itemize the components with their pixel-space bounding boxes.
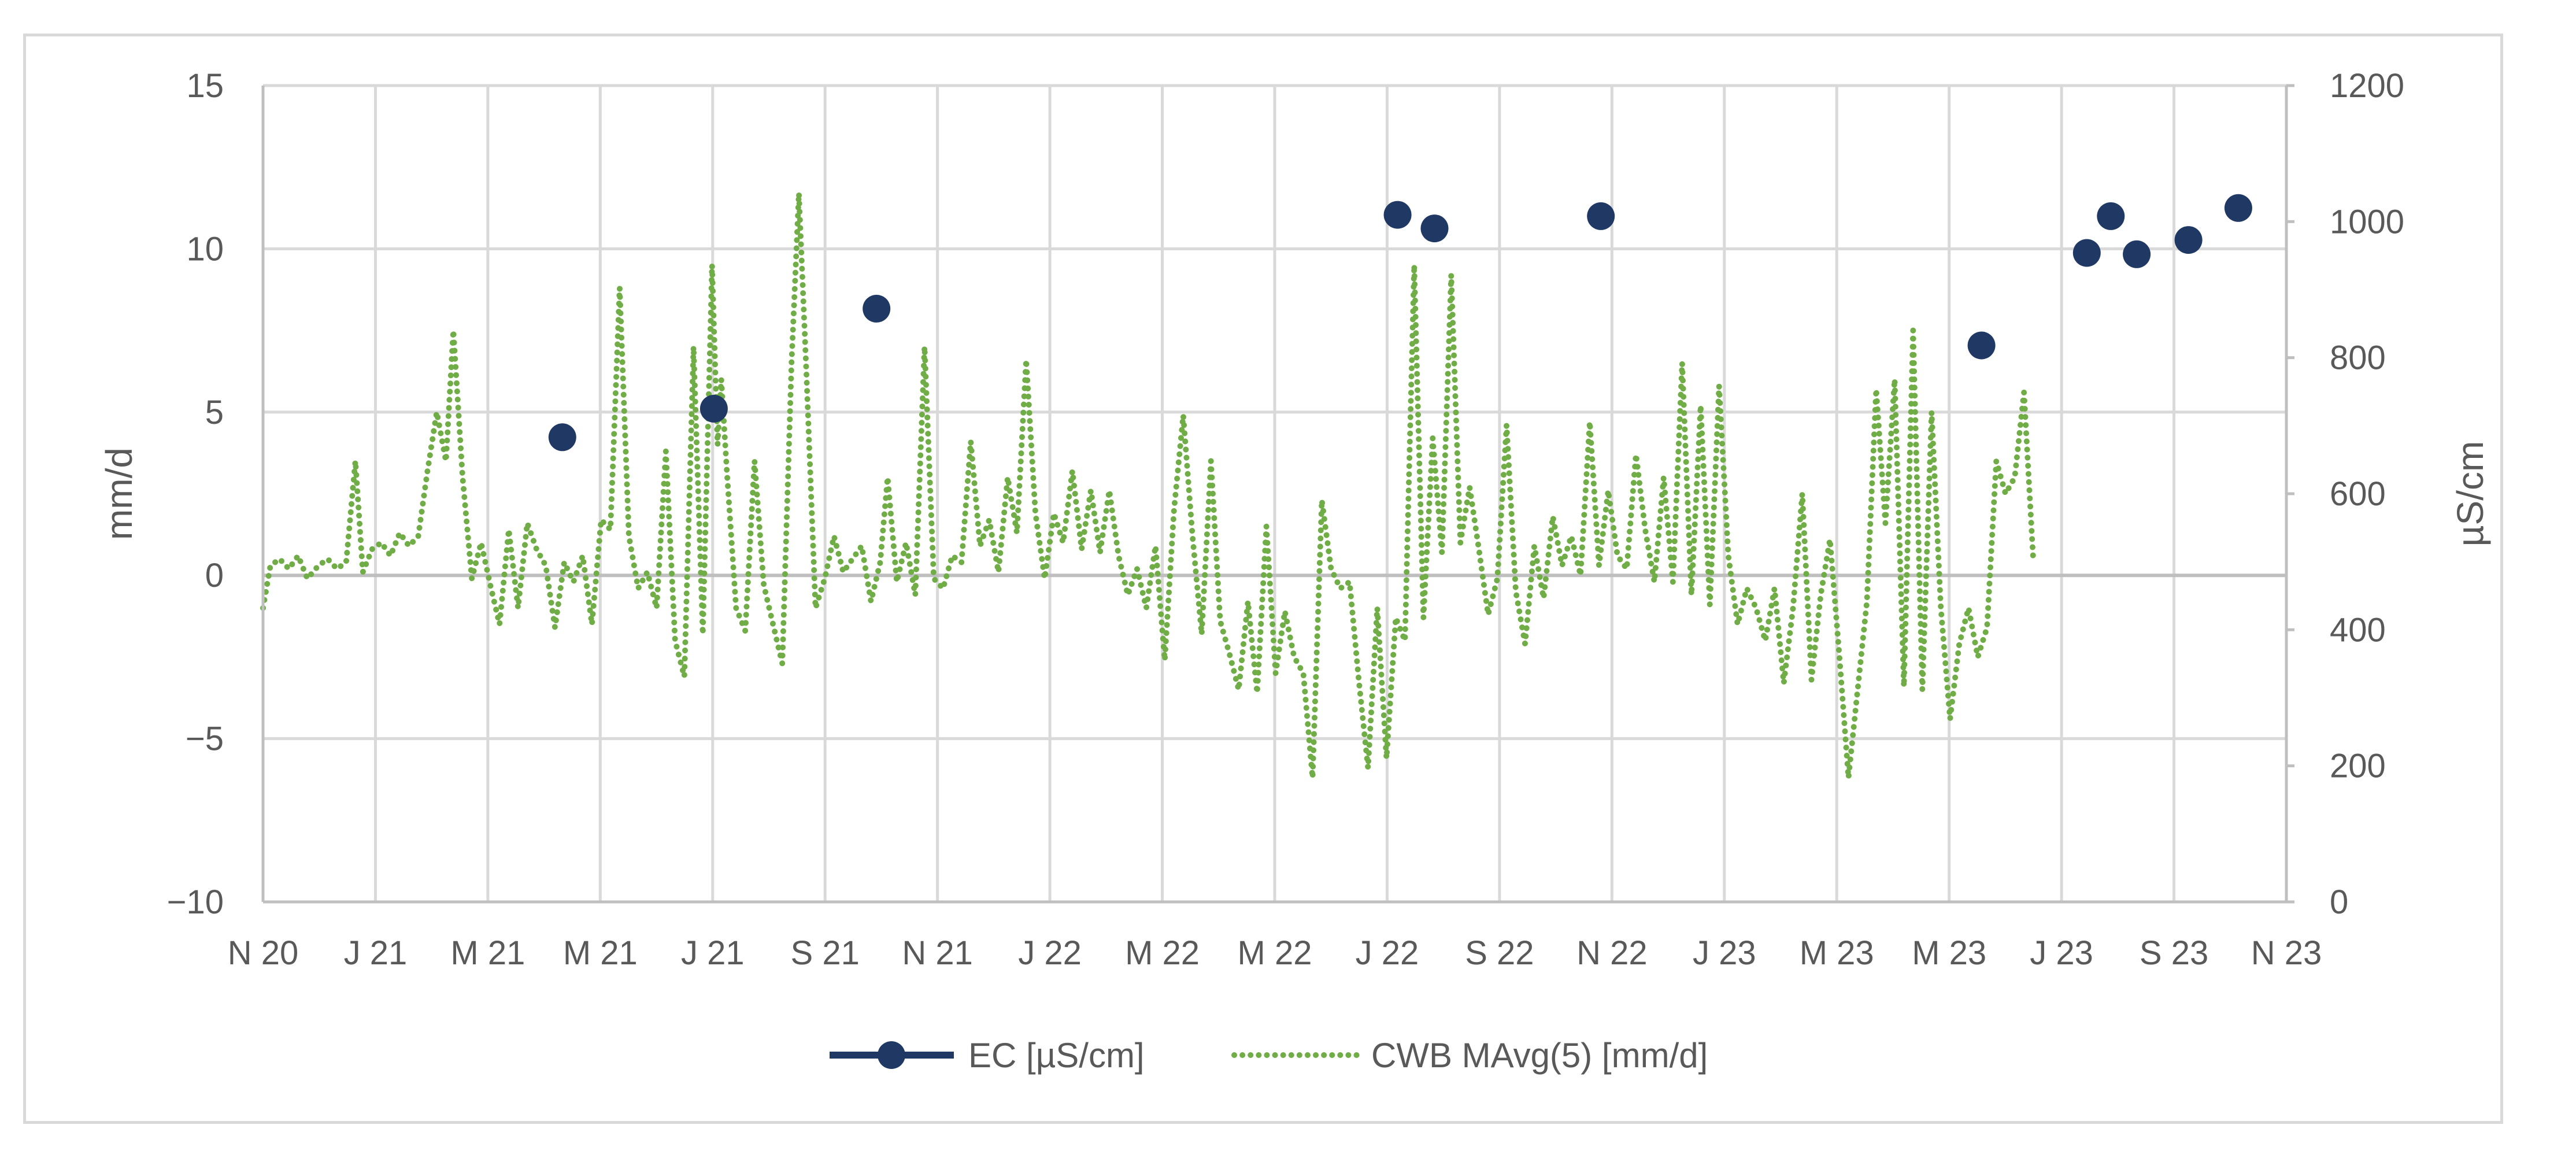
series-cwb <box>260 190 2037 781</box>
ec-marker <box>699 394 728 423</box>
legend-cwb-label: CWB MAvg(5) [mm/d] <box>1371 1036 1708 1075</box>
y-left-tick-label: 15 <box>186 67 224 105</box>
legend-ec-label: EC [µS/cm] <box>968 1036 1145 1075</box>
ec-marker <box>1383 201 1412 229</box>
x-tick-label: S 23 <box>2140 934 2208 972</box>
x-tick-label: N 22 <box>1576 934 1648 972</box>
y-right-tick-label: 1200 <box>2330 67 2404 105</box>
ec-marker <box>2174 226 2203 254</box>
y-right-tick-label: 600 <box>2330 475 2386 513</box>
x-tick-label: M 21 <box>563 934 638 972</box>
ec-marker <box>2123 240 2151 268</box>
axes: N 20 J 21 M 21 M 21 J 21 S 21 N 21 J 22 M 22 M 22… <box>98 67 2491 972</box>
y-left-tick-label: 5 <box>205 394 224 431</box>
y-right-tick-label: 1000 <box>2330 203 2404 241</box>
y-right-axis-title: µS/cm <box>2449 441 2491 547</box>
x-tick-label: N 21 <box>902 934 973 972</box>
x-tick-label: S 22 <box>1465 934 1534 972</box>
y-right-tick-label: 400 <box>2330 611 2386 649</box>
x-tick-label: J 23 <box>1693 934 1756 972</box>
x-tick-label: M 22 <box>1238 934 1312 972</box>
x-tick-label: N 20 <box>228 934 299 972</box>
ec-marker <box>863 294 891 323</box>
ec-marker <box>2097 202 2125 230</box>
x-tick-label: M 23 <box>1800 934 1874 972</box>
y-left-tick-label: 10 <box>186 230 224 268</box>
x-tick-label: J 21 <box>344 934 408 972</box>
series-ec <box>548 194 2252 452</box>
y-left-axis-title: mm/d <box>98 447 140 540</box>
y-left-tick-label: −10 <box>167 883 224 921</box>
x-tick-label: J 21 <box>681 934 745 972</box>
ec-marker <box>548 423 576 452</box>
x-tick-label: M 23 <box>1912 934 1986 972</box>
legend: EC [µS/cm] CWB MAvg(5) [mm/d] <box>830 1036 1708 1075</box>
x-tick-label: N 23 <box>2251 934 2322 972</box>
y-left-tick-label: −5 <box>186 720 224 758</box>
legend-ec-marker <box>878 1041 905 1069</box>
ec-marker <box>1967 331 1996 360</box>
cwb-line <box>260 190 2037 781</box>
x-tick-label: J 23 <box>2030 934 2093 972</box>
y-right-tick-label: 200 <box>2330 748 2386 785</box>
ec-marker <box>1587 202 1615 230</box>
gridlines <box>261 84 2288 904</box>
ec-marker <box>2072 239 2101 267</box>
x-tick-label: J 22 <box>1356 934 1419 972</box>
y-right-tick-label: 0 <box>2330 883 2348 921</box>
x-tick-label: M 22 <box>1125 934 1200 972</box>
y-left-tick-label: 0 <box>205 557 224 594</box>
ec-marker <box>1420 214 1449 243</box>
x-tick-label: M 21 <box>450 934 525 972</box>
ec-marker <box>2224 194 2252 222</box>
x-tick-label: S 21 <box>791 934 860 972</box>
x-tick-label: J 22 <box>1018 934 1082 972</box>
chart-frame <box>23 34 2503 1124</box>
y-right-tick-label: 800 <box>2330 339 2386 377</box>
